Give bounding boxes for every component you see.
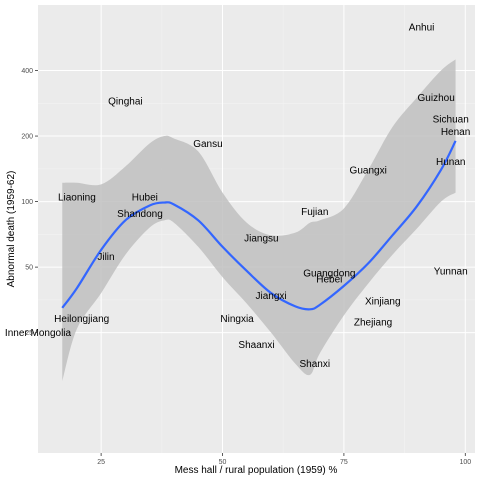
x-axis-title: Mess hall / rural population (1959) % bbox=[175, 465, 338, 476]
x-tick-label: 100 bbox=[459, 459, 471, 466]
point-label: Qinghai bbox=[108, 96, 142, 107]
point-label: Shaanxi bbox=[238, 340, 274, 351]
y-tick-label: 25 bbox=[25, 330, 33, 337]
point-label: Henan bbox=[441, 127, 470, 138]
point-label: Guangxi bbox=[350, 165, 387, 176]
point-label: Hebei bbox=[316, 275, 342, 286]
point-label: Jilin bbox=[97, 252, 114, 263]
point-label: Shandong bbox=[117, 209, 163, 220]
y-tick-label: 50 bbox=[25, 265, 33, 272]
point-label: Xinjiang bbox=[365, 296, 401, 307]
x-tick-label: 75 bbox=[340, 459, 348, 466]
y-tick-label: 200 bbox=[21, 134, 33, 141]
point-label: Gansu bbox=[193, 139, 222, 150]
point-label: Zhejiang bbox=[354, 317, 392, 328]
x-tick-label: 50 bbox=[219, 459, 227, 466]
point-label: Jiangxi bbox=[255, 291, 286, 302]
y-tick-label: 100 bbox=[21, 199, 33, 206]
point-label: Guangdong bbox=[303, 268, 355, 279]
point-label: Guizhou bbox=[418, 93, 455, 104]
point-label: Yunnan bbox=[434, 266, 468, 277]
point-label: Inner Mongolia bbox=[5, 328, 72, 339]
point-label: Jiangsu bbox=[244, 234, 278, 245]
point-label: Ningxia bbox=[220, 314, 254, 325]
y-axis-title: Abnormal death (1959-62) bbox=[6, 171, 17, 288]
y-tick-layer: 25 50 100 200 400 bbox=[21, 68, 38, 337]
smooth-line bbox=[61, 140, 457, 311]
confidence-band-layer bbox=[62, 59, 456, 381]
point-label: Fujian bbox=[301, 207, 328, 218]
point-label-layer: Anhui Qinghai Guizhou Sichuan Henan Gansu Huna… bbox=[5, 23, 470, 371]
point-label: Hunan bbox=[436, 157, 465, 168]
point-label: Heilongjiang bbox=[54, 314, 109, 325]
point-label: Liaoning bbox=[58, 192, 96, 203]
confidence-band bbox=[62, 59, 456, 381]
smooth-line-layer bbox=[61, 140, 457, 311]
x-tick-layer: 25 50 75 100 bbox=[97, 453, 471, 466]
point-label: Shanxi bbox=[299, 359, 330, 370]
point-label: Sichuan bbox=[433, 114, 469, 125]
x-tick-label: 25 bbox=[97, 459, 105, 466]
point-label: Hubei bbox=[132, 192, 158, 203]
point-label: Anhui bbox=[409, 23, 435, 34]
y-tick-label: 400 bbox=[21, 68, 33, 75]
